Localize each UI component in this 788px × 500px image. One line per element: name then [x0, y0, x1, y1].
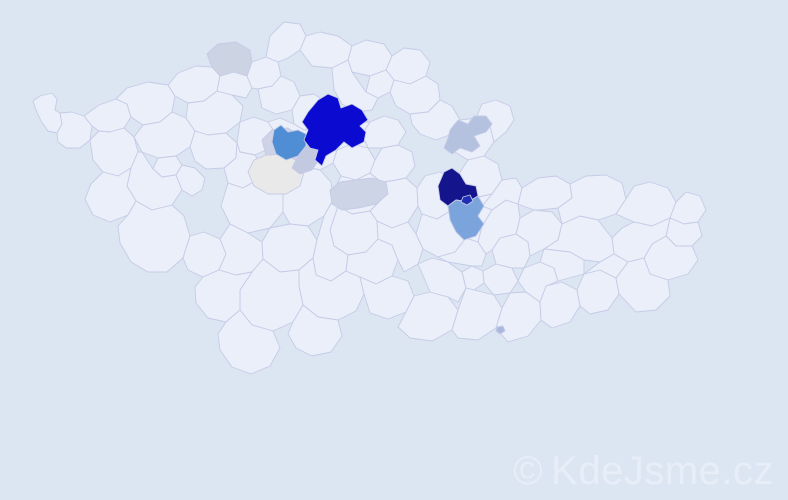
- district-jihlava[interactable]: [346, 239, 398, 284]
- district-tiny-speck[interactable]: [496, 326, 505, 334]
- district-small-blue-marker[interactable]: [461, 195, 473, 205]
- district-cesky-krumlov[interactable]: [218, 310, 280, 374]
- district-rokycany[interactable]: [176, 165, 205, 196]
- district-layer-highlight: [207, 42, 505, 334]
- district-liberec-north[interactable]: [332, 60, 378, 112]
- district-layer-base: [33, 22, 706, 374]
- district-trutnov-nachod-highlight[interactable]: [444, 116, 492, 154]
- district-south-morava-edge[interactable]: [540, 249, 584, 281]
- district-mlada-boleslav-highlight[interactable]: [302, 94, 368, 166]
- district-vsetin[interactable]: [616, 258, 670, 312]
- district-nymburk-highlight[interactable]: [330, 178, 388, 210]
- district-south-edge-1[interactable]: [288, 305, 342, 356]
- district-zdar-nad-sazavou[interactable]: [377, 221, 423, 272]
- district-trebic[interactable]: [360, 276, 414, 319]
- district-prerov-east[interactable]: [584, 254, 628, 278]
- district-vyskov[interactable]: [483, 264, 518, 295]
- district-decin-highlight[interactable]: [207, 42, 252, 76]
- district-nachod-east[interactable]: [476, 100, 514, 142]
